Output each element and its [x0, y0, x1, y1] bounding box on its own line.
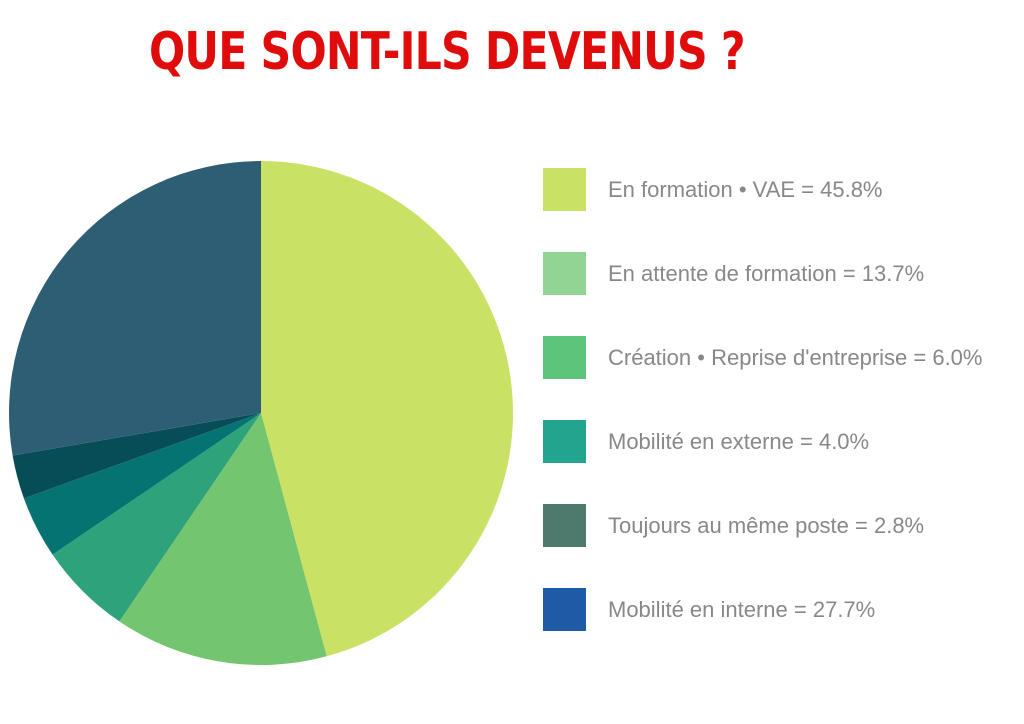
- legend-swatch: [543, 252, 586, 295]
- pie-chart: [9, 161, 514, 666]
- pie-slice-0: [261, 161, 514, 657]
- legend-item-mobilite-interne: Mobilité en interne = 27.7%: [543, 588, 1023, 632]
- legend-swatch: [543, 420, 586, 463]
- legend-swatch: [543, 588, 586, 631]
- legend-swatch: [543, 504, 586, 547]
- legend-label: En formation • VAE = 45.8%: [608, 177, 883, 202]
- legend-item-meme-poste: Toujours au même poste = 2.8%: [543, 504, 1023, 548]
- legend-label: Création • Reprise d'entreprise = 6.0%: [608, 345, 983, 370]
- legend-swatch: [543, 336, 586, 379]
- chart-title: QUE SONT-ILS DEVENUS ?: [148, 22, 746, 82]
- legend-label: Mobilité en externe = 4.0%: [608, 429, 870, 454]
- legend-item-creation-reprise: Création • Reprise d'entreprise = 6.0%: [543, 336, 1023, 380]
- pie-slice-4: [12, 413, 262, 499]
- pie-slice-3: [23, 413, 262, 555]
- pie-slice-2: [52, 413, 261, 622]
- legend-item-attente-formation: En attente de formation = 13.7%: [543, 252, 1023, 296]
- pie-slice-1: [119, 413, 327, 666]
- legend-label: En attente de formation = 13.7%: [608, 261, 925, 286]
- legend-label: Toujours au même poste = 2.8%: [608, 513, 925, 538]
- legend-label: Mobilité en interne = 27.7%: [608, 597, 876, 622]
- legend-swatch: [543, 168, 586, 211]
- legend-item-mobilite-externe: Mobilité en externe = 4.0%: [543, 420, 1023, 464]
- legend-item-formation-vae: En formation • VAE = 45.8%: [543, 168, 1023, 212]
- pie-slice-5: [9, 161, 262, 456]
